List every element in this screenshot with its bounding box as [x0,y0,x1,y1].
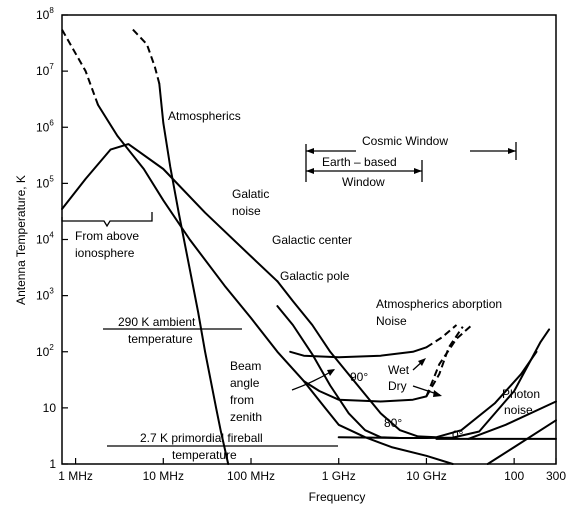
axis-ticks: 1 MHz 10 MHz 100 MHz 1 GHz 10 GHz 100 300 1 10 10… [36,6,566,483]
series-line [302,380,428,403]
label-fireball: 2.7 K primordial fireball [140,431,263,445]
y-tick-label: 103 [36,287,54,303]
y-tick-label: 106 [36,118,54,134]
cosmic-window-arrowhead-right [508,148,516,154]
label-galactic-center: Galactic center [272,233,352,247]
x-tick-label: 100 [504,469,524,483]
label-from: from [230,393,254,407]
x-tick-label: 1 GHz [322,469,356,483]
label-photon-noise: noise [504,403,533,417]
earth-window-arrowhead-left [306,168,314,174]
series-line [425,326,464,397]
y-tick-label: 105 [36,174,54,190]
label-atmospherics: Atmospherics [168,109,241,123]
y-tick-label: 107 [36,62,54,78]
label-fireball-temperature: temperature [172,448,237,462]
label-window: Window [342,175,385,189]
label-atmospherics-absorption: Atmospherics aborption [376,297,502,311]
label-cosmic-window: Cosmic Window [362,134,448,148]
y-tick-label: 102 [36,343,54,359]
label-galactic-pole: Galactic pole [280,269,350,283]
cosmic-window-arrowhead-left [306,148,314,154]
x-tick-label: 300 [546,469,566,483]
series-line [97,103,454,465]
y-tick-label: 1 [49,457,56,471]
series-line [425,324,458,349]
curves-group [61,28,557,465]
x-tick-label: 1 MHz [58,469,93,483]
label-80-degrees: 80° [384,416,402,430]
label-ionosphere: ionosphere [75,246,135,260]
series-line [158,82,230,465]
x-axis-title: Frequency [309,490,366,504]
label-angle: angle [230,376,260,390]
earth-window-arrowhead-right [414,168,422,174]
series-line [467,400,557,440]
series-line [486,419,557,465]
series-line [132,28,161,84]
label-noise: noise [232,204,261,218]
label-zenith: zenith [230,410,262,424]
x-tick-label: 10 MHz [143,469,184,483]
series-line [276,280,538,439]
y-tick-label: 104 [36,231,54,247]
series-line [61,29,99,106]
ionosphere-brace [61,212,153,228]
series-line [289,346,428,359]
label-from-above: From above [75,229,139,243]
label-dry: Dry [388,379,407,393]
label-wet: Wet [388,363,410,377]
x-tick-label: 100 MHz [227,469,275,483]
label-290k-ambient: 290 K ambient [118,315,196,329]
wet-pointer-head [418,358,426,366]
series-line [337,328,551,439]
label-beam: Beam [230,359,261,373]
label-ambient-temperature: temperature [128,332,193,346]
dry-pointer-head [433,390,442,397]
series-line [61,143,279,283]
y-tick-label: 10 [43,401,57,415]
label-90-degrees: 90° [350,370,368,384]
beam-angle-pointer-head [327,369,335,376]
label-photon: Photon [502,387,540,401]
y-axis-title: Antenna Temperature, K [14,175,28,305]
series-line [425,324,473,397]
label-0-degrees: 0° [452,428,464,442]
label-earth-based: Earth – based [322,155,397,169]
label-absorption-noise: Noise [376,314,407,328]
x-tick-label: 10 GHz [406,469,447,483]
label-galatic: Galatic [232,187,269,201]
y-tick-label: 108 [36,6,54,22]
